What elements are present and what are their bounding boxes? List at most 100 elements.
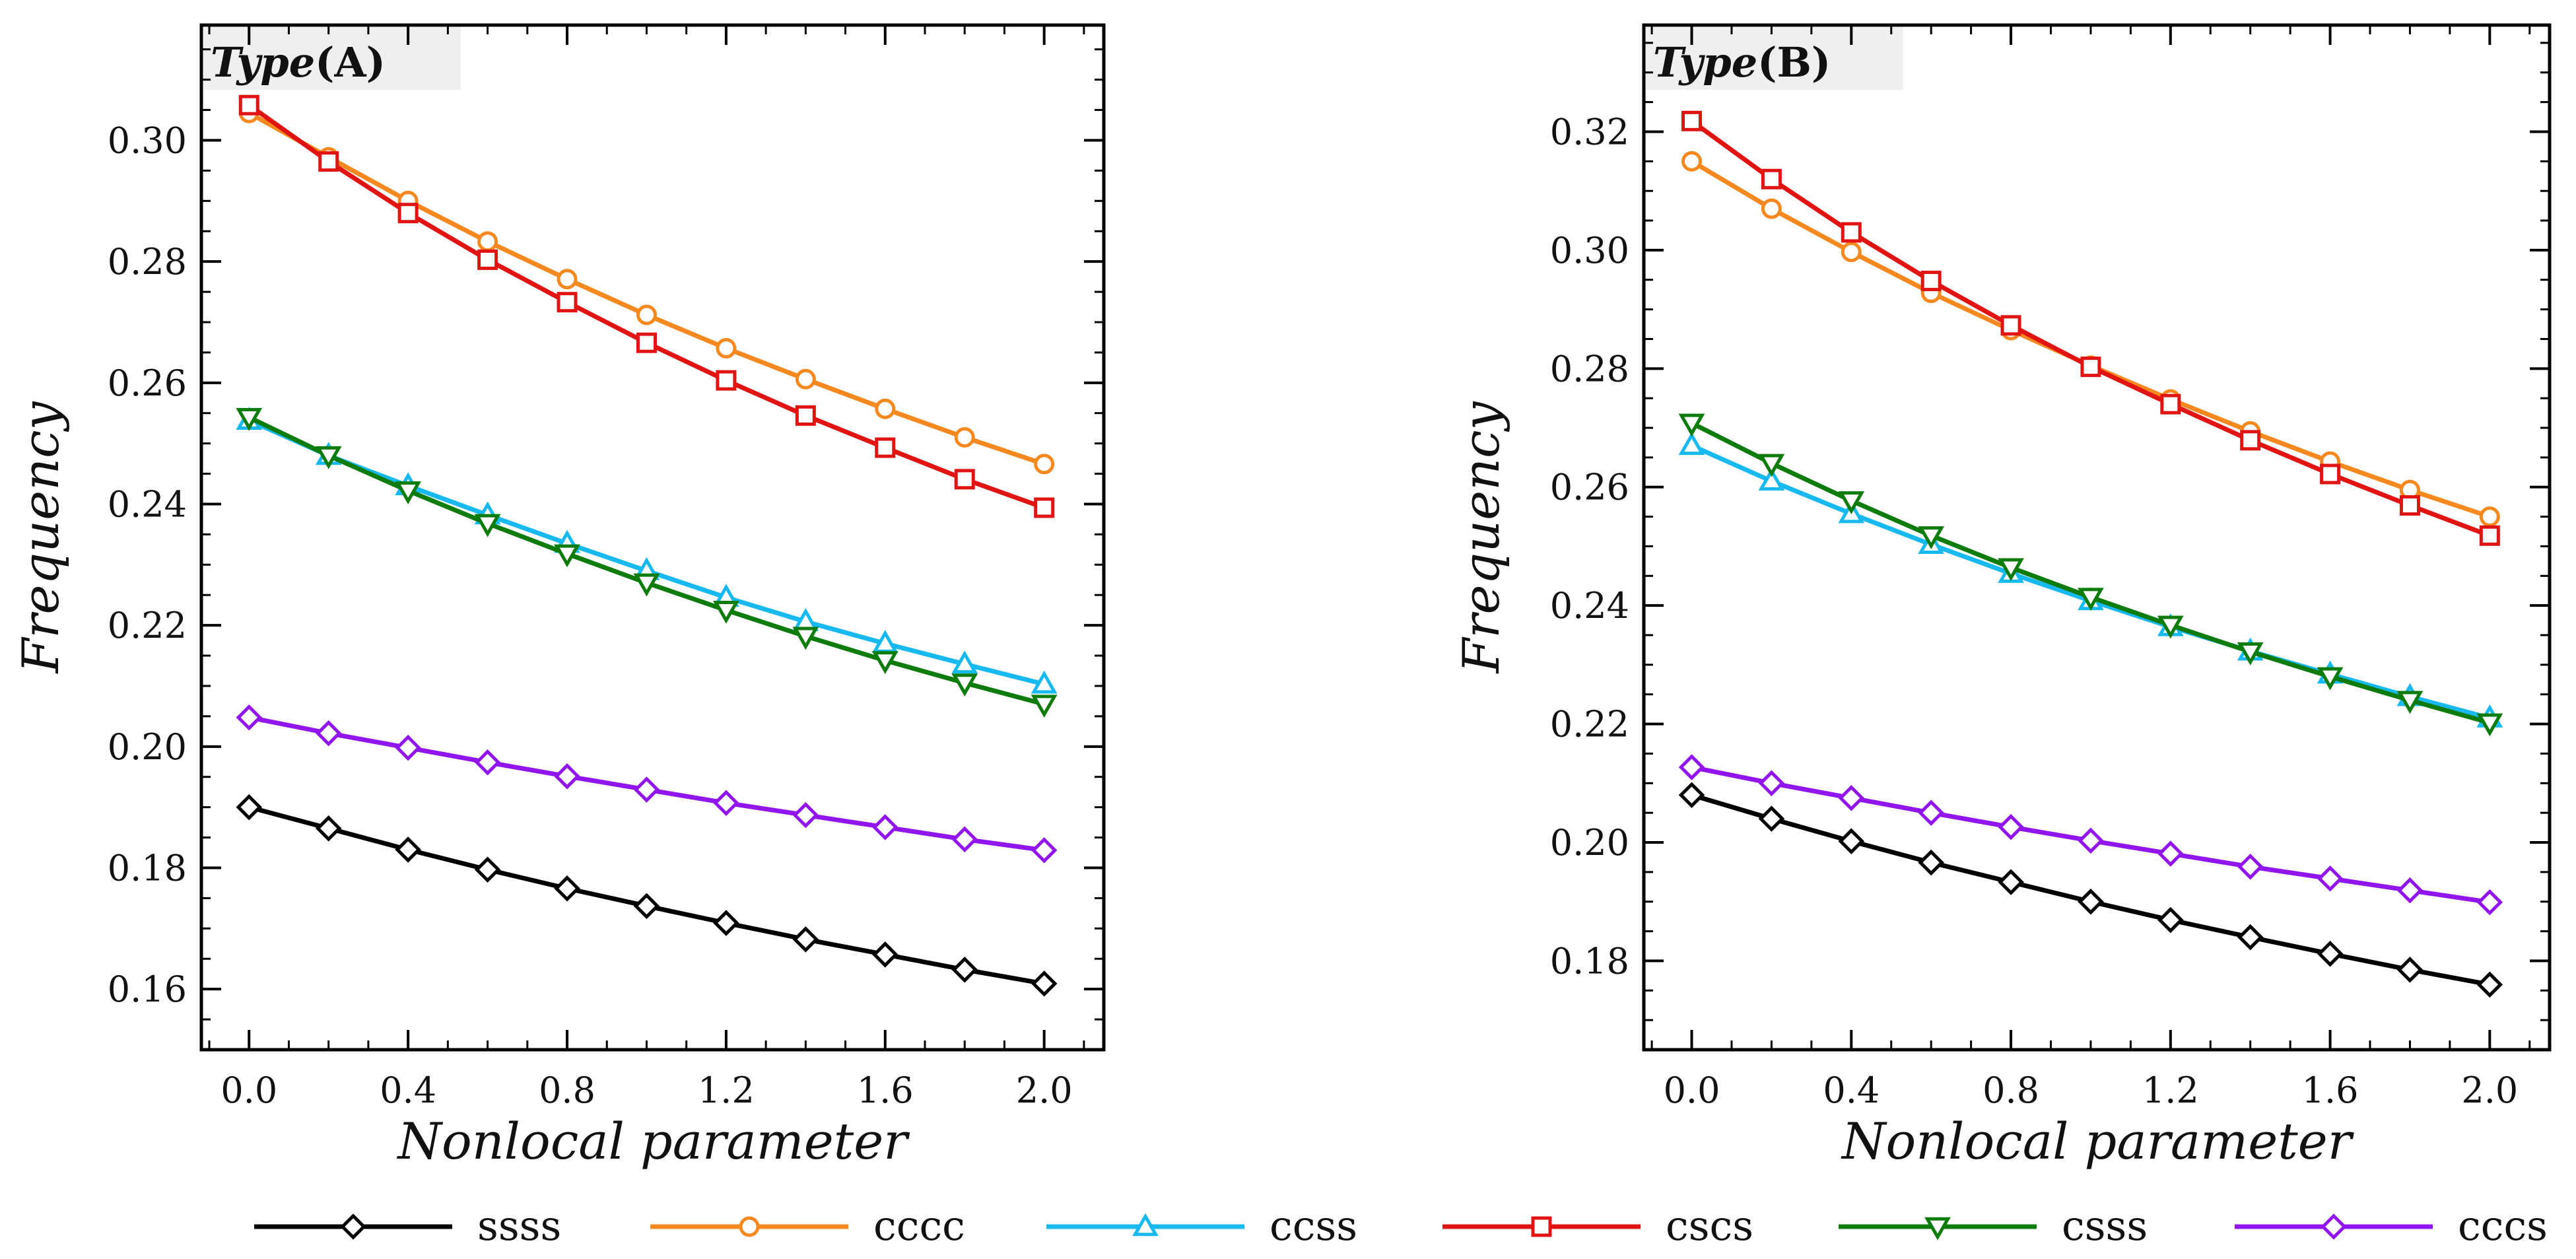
- y-tick-label: 0.22: [108, 605, 187, 646]
- data-point-cscs: [2479, 525, 2500, 546]
- data-point-ssss: [2157, 906, 2184, 934]
- y-tick-label: 0.20: [1550, 822, 1629, 864]
- data-point-ccss: [951, 650, 978, 674]
- series-ccss: [236, 407, 1058, 694]
- data-point-ssss: [951, 956, 978, 983]
- series-cccc: [238, 102, 1055, 475]
- data-point-ccss: [1678, 432, 1705, 456]
- x-tick-label: 0.0: [1664, 1070, 1720, 1111]
- data-point-ssss: [1031, 970, 1058, 997]
- data-point-cccs: [236, 704, 263, 731]
- data-point-cscs: [2399, 495, 2420, 516]
- data-point-cscs: [875, 437, 896, 458]
- panel-tag: Type(B): [1653, 38, 1831, 86]
- x-tick-label: 0.4: [380, 1070, 436, 1111]
- y-axis-title: Frequency: [1452, 401, 1510, 674]
- data-point-cccc: [1681, 151, 1703, 172]
- data-point-cscs: [795, 405, 816, 426]
- series-cscs: [238, 94, 1055, 518]
- data-point-cccs: [2237, 854, 2264, 880]
- legend-entry-cccc: cccc: [650, 1202, 965, 1250]
- data-point-ssss: [395, 836, 421, 863]
- data-point-cccs: [951, 826, 978, 853]
- y-tick-label: 0.26: [1550, 467, 1629, 508]
- data-point-cccs: [2157, 840, 2184, 867]
- data-point-cscs: [1034, 497, 1055, 518]
- series-ssss: [236, 794, 1058, 997]
- data-point-cccs: [554, 763, 580, 790]
- data-point-ssss: [1678, 782, 1705, 809]
- data-point-cscs: [716, 370, 737, 391]
- data-point-cccc: [557, 269, 578, 290]
- data-point-ssss: [2476, 971, 2503, 998]
- data-point-cccs: [2078, 827, 2104, 854]
- y-tick-label: 0.28: [108, 241, 187, 283]
- series-cscs: [1681, 110, 2500, 546]
- x-axis-title: Nonlocal parameter: [1841, 1112, 2355, 1171]
- panel-tag-type: Type: [1653, 38, 1757, 86]
- data-point-ssss: [2317, 940, 2344, 967]
- x-axis-title: Nonlocal parameter: [396, 1112, 910, 1171]
- data-point-ssss: [1998, 869, 2024, 895]
- data-point-cscs: [1681, 110, 1703, 131]
- x-tick-label: 0.8: [1983, 1070, 2039, 1111]
- panel-b: Type(B) 0.0 0.4 0.8 1.2 1.6 2.0 0.18 0.20 0.22 0.2…: [1452, 23, 2552, 1171]
- data-point-ssss: [1838, 828, 1865, 855]
- data-point-csss: [236, 407, 263, 431]
- data-point-cccc: [477, 231, 498, 252]
- data-point-csss: [1678, 413, 1705, 437]
- data-point-csss: [2237, 642, 2264, 665]
- series-cccc: [1681, 151, 2500, 527]
- data-point-cscs: [477, 249, 498, 270]
- data-point-cccc: [795, 368, 816, 390]
- y-tick-label: 0.24: [1550, 585, 1629, 627]
- data-point-cscs: [2240, 430, 2261, 451]
- data-point-ssss: [2396, 957, 2423, 983]
- data-point-cccs: [1838, 784, 1865, 811]
- data-point-ssss: [792, 926, 819, 953]
- x-tick-label: 1.6: [857, 1070, 914, 1111]
- data-point-csss: [633, 573, 660, 597]
- panel-tag-letter: (B): [1757, 38, 1831, 86]
- data-point-ccss: [1758, 467, 1785, 491]
- data-point-cccs: [713, 790, 739, 817]
- legend-label: csss: [2062, 1202, 2148, 1250]
- data-point-cscs: [2000, 315, 2021, 336]
- data-point-cccc: [716, 337, 737, 358]
- data-point-csss: [1838, 491, 1865, 515]
- data-point-cccs: [2396, 877, 2423, 904]
- legend-marker: [1132, 1213, 1159, 1237]
- data-point-cscs: [2320, 463, 2341, 485]
- series-ssss: [1678, 782, 2503, 998]
- y-tick-label: 0.32: [1550, 111, 1629, 153]
- data-point-cccc: [1034, 454, 1055, 475]
- data-point-csss: [951, 673, 978, 697]
- data-point-csss: [792, 627, 819, 650]
- legend-entry-ssss: ssss: [254, 1202, 561, 1250]
- data-point-csss: [474, 514, 501, 537]
- data-point-ssss: [2078, 888, 2104, 915]
- data-point-cccc: [1761, 198, 1782, 219]
- data-point-cccs: [872, 814, 898, 840]
- data-point-ssss: [713, 910, 739, 936]
- data-point-cccs: [474, 749, 501, 776]
- series-line-ccss: [1691, 443, 2491, 720]
- x-tick-label: 0.8: [539, 1070, 595, 1111]
- series-line-ccss: [248, 418, 1045, 687]
- y-tick-label: 0.16: [108, 969, 187, 1010]
- data-point-ssss: [315, 815, 342, 842]
- series-line-cccc: [248, 111, 1045, 467]
- data-point-cscs: [2160, 393, 2181, 415]
- data-point-cscs: [1920, 271, 1942, 292]
- legend-label: cccs: [2458, 1202, 2548, 1250]
- x-tick-label: 1.6: [2302, 1070, 2359, 1111]
- panel-tag-type: Type: [211, 38, 315, 86]
- panel-tag-letter: (A): [315, 38, 386, 86]
- data-point-csss: [315, 446, 342, 469]
- legend-marker: [1531, 1216, 1552, 1237]
- data-point-cccs: [1758, 770, 1785, 797]
- legend-entry-ccss: ccss: [1046, 1202, 1357, 1250]
- data-point-csss: [1918, 526, 1945, 549]
- y-axis-title: Frequency: [11, 401, 70, 674]
- data-point-cccs: [2476, 889, 2503, 916]
